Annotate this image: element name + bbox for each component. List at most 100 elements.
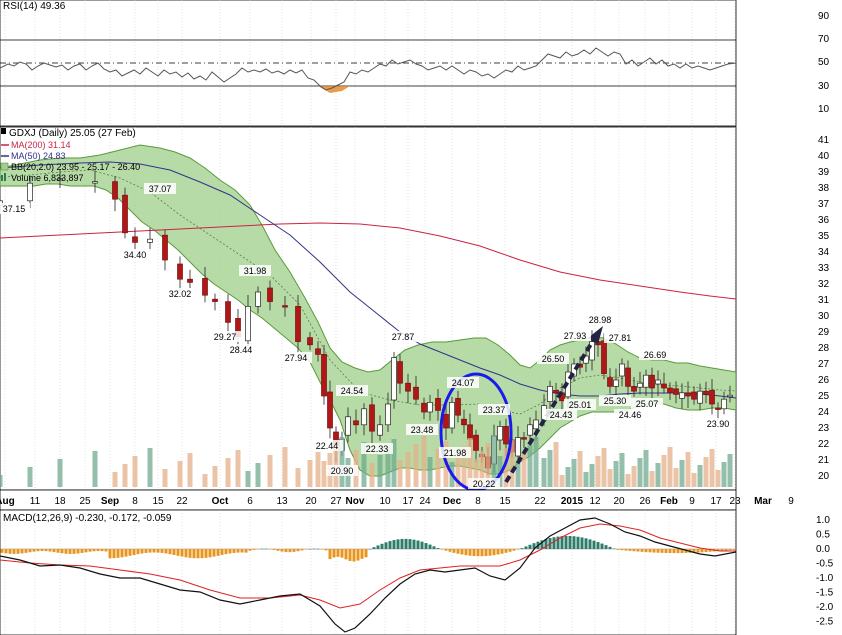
histogram-bar xyxy=(228,549,232,554)
histogram-bar xyxy=(656,549,660,553)
candle-body xyxy=(601,340,607,374)
price-y-tick: 27 xyxy=(818,359,830,370)
histogram-bar xyxy=(444,549,448,551)
histogram-bar xyxy=(332,549,336,558)
x-tick-label: 26 xyxy=(639,496,651,507)
histogram-bar xyxy=(256,549,260,550)
volume-bar xyxy=(0,475,3,487)
volume-bar xyxy=(643,450,649,487)
histogram-bar xyxy=(628,549,632,551)
histogram-bar xyxy=(560,536,564,549)
histogram-bar xyxy=(452,549,456,553)
macd-y-tick: 0.5 xyxy=(816,530,830,541)
price-label-bg xyxy=(478,404,510,415)
candle-body xyxy=(473,434,479,451)
price-label: 25.01 xyxy=(569,400,592,410)
volume-bar xyxy=(601,448,607,487)
volume-bar xyxy=(27,467,33,487)
x-tick-label: 6 xyxy=(247,496,253,507)
legend-volume-swatch-2 xyxy=(4,173,6,181)
histogram-bar xyxy=(504,549,508,553)
volume-bar xyxy=(212,466,218,487)
volume-bar xyxy=(527,445,533,487)
histogram-bar xyxy=(272,549,276,550)
candle-body xyxy=(397,361,403,384)
histogram-bar xyxy=(580,537,584,549)
price-label-bg xyxy=(604,332,636,343)
price-label: 24.07 xyxy=(452,378,475,388)
histogram-bar xyxy=(472,549,476,557)
histogram-bar xyxy=(492,549,496,556)
histogram-bar xyxy=(516,549,520,550)
volume-bar xyxy=(467,438,473,487)
volume-bar xyxy=(267,455,273,487)
histogram-bar xyxy=(24,549,28,553)
price-legend: GDXJ (Daily) 25.05 (27 Feb) MA(200) 31.1… xyxy=(0,128,140,183)
candle-body xyxy=(649,374,655,389)
candle-body xyxy=(589,341,595,361)
x-tick-label: Aug xyxy=(0,496,15,507)
histogram-bar xyxy=(164,549,168,554)
price-label: 25.07 xyxy=(636,399,659,409)
volume-bar xyxy=(361,442,367,487)
volume-bar xyxy=(397,460,403,487)
volume-bar xyxy=(655,463,661,487)
price-y-tick: 33 xyxy=(818,263,830,274)
histogram-bar xyxy=(4,549,8,554)
histogram-bar xyxy=(96,549,100,552)
histogram-bar xyxy=(236,549,240,553)
histogram-bar xyxy=(400,538,404,549)
x-tick-label: 8 xyxy=(475,496,481,507)
histogram-bar xyxy=(304,549,308,550)
histogram-bar xyxy=(36,549,40,552)
histogram-bar xyxy=(184,549,188,558)
rsi-panel: RSI(14) 49.36 xyxy=(0,0,737,127)
candle-body xyxy=(643,374,649,388)
macd-title-text: MACD(12,26,9) -0.230, -0.172, -0.059 xyxy=(3,513,172,524)
macd-histogram xyxy=(0,535,736,562)
candle-body xyxy=(177,263,183,280)
price-y-tick: 25 xyxy=(818,391,830,402)
price-label: 22.44 xyxy=(316,441,339,451)
volume-bar xyxy=(385,447,391,487)
histogram-bar xyxy=(192,549,196,559)
candle-body xyxy=(547,386,553,402)
volume-bar xyxy=(122,464,128,487)
candle-body xyxy=(162,234,168,261)
volume-bar xyxy=(307,460,313,487)
histogram-bar xyxy=(28,549,32,553)
histogram-bar xyxy=(252,549,256,550)
candle-body xyxy=(661,383,667,389)
price-label: 29.27 xyxy=(214,332,237,342)
candle-body xyxy=(631,386,637,392)
candle-body xyxy=(202,278,208,296)
volume-bar xyxy=(455,454,461,487)
x-tick-label: 15 xyxy=(499,496,511,507)
histogram-bar xyxy=(92,549,96,552)
histogram-bar xyxy=(88,549,92,552)
macd-y-tick: -2.0 xyxy=(816,602,834,613)
x-axis: Aug 11 18 25 Sep 8 15 22 Oct 6 13 20 27 Nov 10 17 24 Dec 8… xyxy=(0,489,794,511)
legend-volume: Volume 6,833,897 xyxy=(11,173,84,183)
volume-bar xyxy=(649,471,655,487)
histogram-bar xyxy=(348,549,352,561)
histogram-bar xyxy=(528,544,532,549)
price-label-bg xyxy=(164,288,196,299)
histogram-bar xyxy=(408,539,412,549)
x-tick-label: 10 xyxy=(379,496,391,507)
histogram-bar xyxy=(728,549,732,551)
price-label: 27.93 xyxy=(564,331,587,341)
price-label-bg xyxy=(387,331,419,342)
price-label-bg xyxy=(361,443,393,454)
candle-body xyxy=(449,402,455,429)
candle-body xyxy=(361,408,367,426)
candle-body xyxy=(667,387,673,394)
histogram-bar xyxy=(476,549,480,557)
legend-bb-swatch xyxy=(0,162,9,171)
price-labels: 37.15 37.07 34.40 32.02 31.98 29.27 28.44 27.94… xyxy=(0,183,734,489)
histogram-bar xyxy=(456,549,460,554)
histogram-bar xyxy=(604,545,608,549)
volume-bar xyxy=(427,457,433,487)
histogram-bar xyxy=(608,546,612,549)
histogram-bar xyxy=(340,549,344,558)
